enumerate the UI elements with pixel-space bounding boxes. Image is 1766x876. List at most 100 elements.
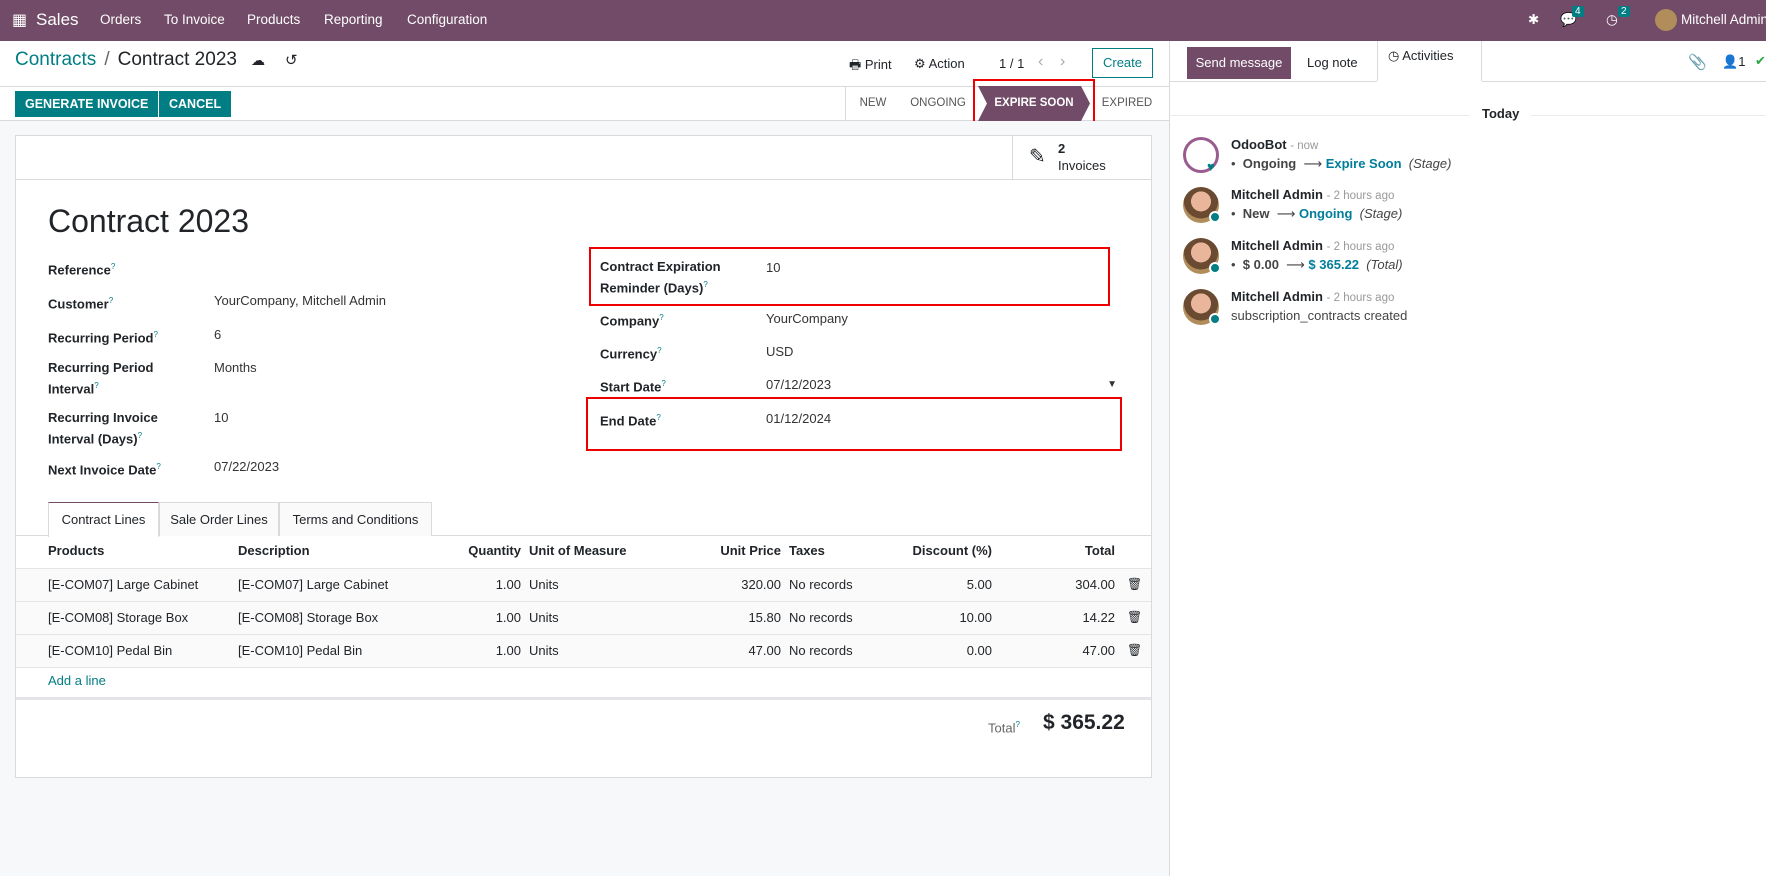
cell-description[interactable]: [E-COM10] Pedal Bin: [238, 643, 363, 658]
cell-taxes[interactable]: No records: [789, 643, 853, 658]
odoobot-avatar: [1183, 137, 1219, 173]
menu-orders[interactable]: Orders: [100, 12, 142, 27]
expiration-reminder-field[interactable]: 10: [766, 260, 781, 275]
app-name[interactable]: Sales: [36, 10, 79, 29]
bug-icon[interactable]: ✱: [1528, 12, 1540, 27]
col-unit-price[interactable]: Unit Price: [720, 543, 781, 558]
message-author: Mitchell Admin - 2 hours ago: [1231, 289, 1395, 304]
col-total[interactable]: Total: [1084, 543, 1115, 558]
total-label: Total?: [988, 720, 1020, 736]
cell-discount[interactable]: 10.00: [959, 610, 992, 625]
pager-value[interactable]: 1 / 1: [999, 56, 1025, 71]
cell-description[interactable]: [E-COM08] Storage Box: [238, 610, 379, 625]
print-button[interactable]: 🖶 Print: [849, 57, 892, 72]
cell-unit-price[interactable]: 15.80: [748, 610, 781, 625]
company-field[interactable]: YourCompany: [766, 311, 848, 326]
delete-row-trash-icon[interactable]: 🗑: [1127, 643, 1143, 657]
cell-description[interactable]: [E-COM07] Large Cabinet: [238, 577, 389, 592]
action-button[interactable]: ⚙ Action: [914, 56, 965, 71]
activities-button[interactable]: ◷ Activities: [1377, 41, 1482, 81]
invoices-smart-button[interactable]: ✎ 2 Invoices: [1012, 136, 1151, 179]
cell-product[interactable]: [E-COM08] Storage Box: [48, 610, 189, 625]
cancel-button[interactable]: CANCEL: [159, 91, 232, 117]
col-products[interactable]: Products: [48, 543, 105, 558]
paperclip-icon[interactable]: 📎: [1688, 54, 1707, 71]
pager-next-icon[interactable]: ›: [1060, 53, 1066, 70]
recurring-period-interval-field[interactable]: Months: [214, 360, 257, 375]
col-uom[interactable]: Unit of Measure: [529, 543, 627, 558]
discard-icon[interactable]: ↺: [284, 52, 298, 69]
invoices-count: 2: [1058, 141, 1066, 156]
cell-total[interactable]: 47.00: [1082, 643, 1115, 658]
table-row[interactable]: [E-COM08] Storage Box [E-COM08] Storage B…: [16, 601, 1151, 634]
cell-uom[interactable]: Units: [529, 577, 559, 592]
activities-clock-icon[interactable]: ◷ 2: [1606, 6, 1630, 28]
tab-terms-and-conditions[interactable]: Terms and Conditions: [279, 502, 432, 536]
end-date-field[interactable]: 01/12/2024: [766, 411, 832, 426]
col-taxes[interactable]: Taxes: [789, 543, 825, 558]
tab-contract-lines[interactable]: Contract Lines: [48, 502, 159, 537]
cell-taxes[interactable]: No records: [789, 610, 853, 625]
menu-configuration[interactable]: Configuration: [407, 12, 488, 27]
col-discount[interactable]: Discount (%): [912, 543, 992, 558]
cell-total[interactable]: 14.22: [1082, 610, 1115, 625]
add-line-link[interactable]: Add a line: [48, 673, 106, 688]
stage-ongoing[interactable]: ONGOING: [910, 97, 966, 109]
cell-total[interactable]: 304.00: [1075, 577, 1115, 592]
form-sheet: ✎ 2 Invoices Contract 2023: [15, 135, 1152, 778]
generate-invoice-button[interactable]: GENERATE INVOICE: [15, 91, 159, 117]
recurring-period-field[interactable]: 6: [214, 327, 222, 342]
recurring-invoice-interval-field[interactable]: 10: [214, 410, 229, 425]
cell-quantity[interactable]: 1.00: [495, 643, 521, 658]
col-description[interactable]: Description: [238, 543, 310, 558]
currency-field[interactable]: USD: [766, 344, 794, 359]
col-quantity[interactable]: Quantity: [468, 543, 521, 558]
table-row[interactable]: [E-COM10] Pedal Bin [E-COM10] Pedal Bin 1.…: [16, 634, 1151, 667]
followers-button[interactable]: 👤1: [1722, 54, 1746, 69]
log-note-button[interactable]: Log note: [1307, 55, 1358, 70]
customer-field[interactable]: YourCompany, Mitchell Admin: [214, 293, 386, 308]
following-check-icon[interactable]: ✔: [1755, 53, 1766, 68]
reference-label: Reference?: [48, 262, 116, 278]
next-invoice-date-field[interactable]: 07/22/2023: [214, 459, 280, 474]
messages-icon[interactable]: 💬 4: [1560, 6, 1584, 28]
user-avatar[interactable]: [1655, 9, 1677, 31]
cell-discount[interactable]: 5.00: [966, 577, 992, 592]
cell-taxes[interactable]: No records: [789, 577, 853, 592]
cell-quantity[interactable]: 1.00: [495, 577, 521, 592]
pager-prev-icon[interactable]: ‹: [1038, 53, 1044, 70]
chatter: Send message Log note ◷ Activities 📎 👤1 …: [1169, 41, 1766, 876]
menu-to-invoice[interactable]: To Invoice: [164, 12, 225, 27]
user-name[interactable]: Mitchell Admin: [1681, 12, 1766, 27]
cell-discount[interactable]: 0.00: [966, 643, 992, 658]
menu-reporting[interactable]: Reporting: [324, 12, 383, 27]
cell-product[interactable]: [E-COM07] Large Cabinet: [48, 577, 199, 592]
stage-expired[interactable]: EXPIRED: [1101, 97, 1153, 109]
apps-grid-icon[interactable]: ▦: [12, 12, 28, 29]
breadcrumb-contracts[interactable]: Contracts: [15, 49, 97, 70]
recurring-period-label: Recurring Period?: [48, 330, 158, 346]
date-separator: Today: [1470, 106, 1532, 121]
total-value: $ 365.22: [1043, 711, 1125, 734]
cell-quantity[interactable]: 1.00: [495, 610, 521, 625]
start-date-label: Start Date?: [600, 379, 666, 395]
delete-row-trash-icon[interactable]: 🗑: [1127, 577, 1143, 591]
stage-expire-soon[interactable]: EXPIRE SOON: [978, 86, 1090, 121]
start-date-field[interactable]: 07/12/2023 ▼: [766, 376, 1121, 398]
stage-new[interactable]: NEW: [859, 97, 887, 109]
cell-unit-price[interactable]: 47.00: [748, 643, 781, 658]
table-row[interactable]: [E-COM07] Large Cabinet [E-COM07] Large C…: [16, 568, 1151, 601]
cell-uom[interactable]: Units: [529, 610, 559, 625]
cell-unit-price[interactable]: 320.00: [741, 577, 781, 592]
create-button[interactable]: Create: [1092, 48, 1153, 78]
menu-products[interactable]: Products: [247, 12, 301, 27]
breadcrumb-current: Contract 2023: [117, 49, 237, 70]
delete-row-trash-icon[interactable]: 🗑: [1127, 610, 1143, 624]
cell-uom[interactable]: Units: [529, 643, 559, 658]
print-label: Print: [864, 57, 892, 72]
send-message-button[interactable]: Send message: [1187, 47, 1291, 79]
save-cloud-icon[interactable]: ☁: [250, 51, 265, 68]
cell-product[interactable]: [E-COM10] Pedal Bin: [48, 643, 173, 658]
edit-invoice-icon: ✎: [1029, 146, 1046, 168]
tab-sale-order-lines[interactable]: Sale Order Lines: [159, 502, 279, 536]
